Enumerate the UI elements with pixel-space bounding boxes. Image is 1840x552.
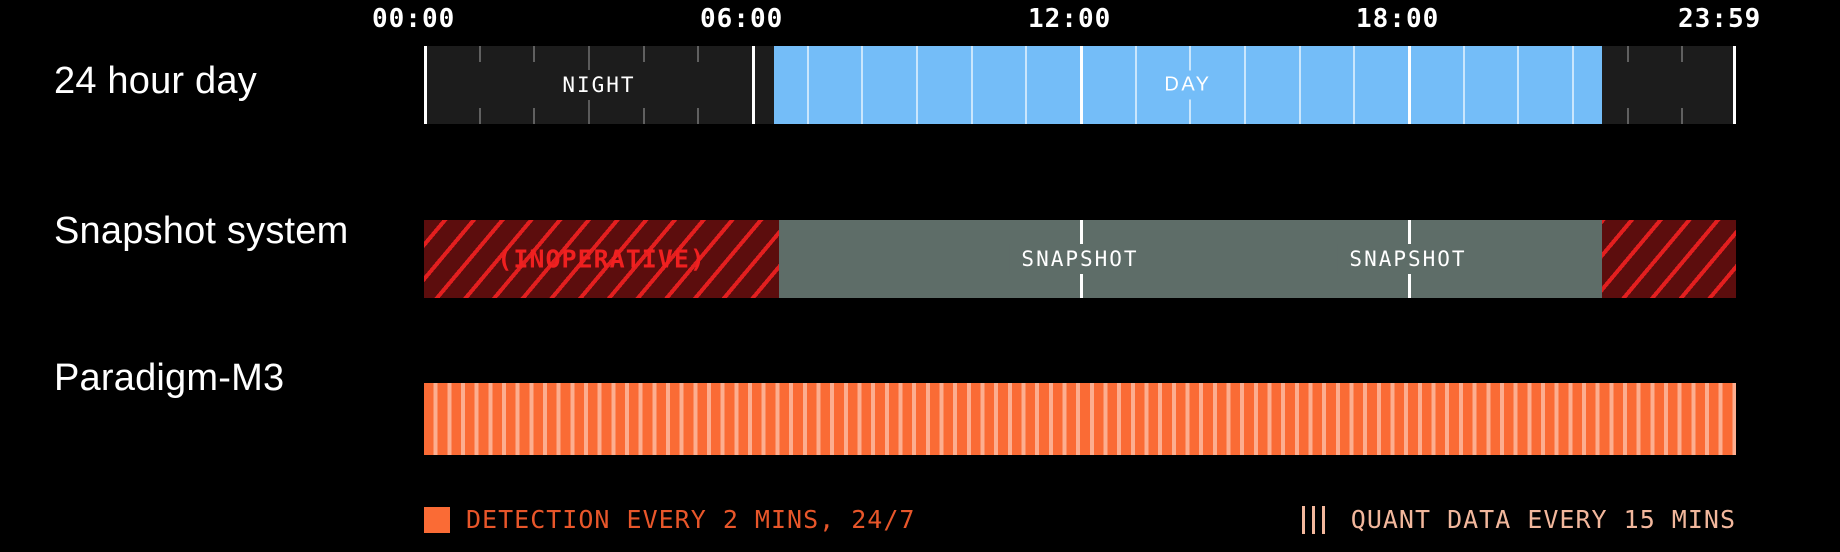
axis-tick-1200: 12:00 (1028, 4, 1112, 34)
snapshot-event-tick (1080, 272, 1083, 298)
axis-tick-2359: 23:59 (1678, 4, 1762, 34)
orange-square-swatch-icon (424, 506, 450, 533)
hour-mark (1025, 46, 1028, 124)
hour-major-mark (424, 46, 427, 124)
hour-tick-stub (697, 108, 700, 124)
legend-item-detection: DETECTION EVERY 2 MINS, 24/7 (424, 505, 915, 534)
hour-tick-stub (533, 46, 536, 62)
hour-mark (970, 46, 973, 124)
snapshot-event-tick (1408, 272, 1411, 298)
axis-tick-0000: 00:00 (372, 4, 456, 34)
segment-inoperative-early (424, 220, 780, 298)
hour-mark (1244, 46, 1246, 124)
hour-tick-stub (1681, 108, 1684, 124)
hour-mark (1134, 46, 1137, 124)
segment-continuous-coverage (424, 383, 1736, 455)
hour-mark (588, 46, 590, 124)
hour-tick-stub (642, 108, 645, 124)
row-label-24-hour-day: 24 hour day (54, 60, 257, 102)
hour-tick-stub (1681, 46, 1684, 62)
row-label-snapshot-system: Snapshot system (54, 210, 349, 252)
hour-mark (806, 46, 809, 124)
hour-major-mark (1733, 46, 1736, 124)
hour-major-mark (1080, 46, 1083, 124)
hour-tick-stub (1626, 46, 1629, 62)
hour-mark (1298, 46, 1301, 124)
triple-bar-glyph-icon (1301, 505, 1325, 534)
hour-mark (916, 46, 918, 124)
hour-tick-stub (478, 108, 481, 124)
hour-tick-stub (642, 46, 645, 62)
bar-snapshot-system: (INOPERATIVE) SNAPSHOT SNAPSHOT (424, 220, 1736, 298)
snapshot-event-tick (1080, 220, 1083, 246)
hour-mark (861, 46, 864, 124)
segment-snapshot-window (779, 220, 1603, 298)
segment-night-late (1602, 46, 1736, 124)
snapshot-event-tick (1408, 220, 1411, 246)
bar-paradigm-m3 (424, 383, 1736, 455)
legend-label-detection: DETECTION EVERY 2 MINS, 24/7 (466, 505, 916, 534)
hour-tick-stub (533, 108, 536, 124)
hour-mark (1353, 46, 1356, 124)
legend-item-quant-data: QUANT DATA EVERY 15 MINS (1301, 505, 1736, 534)
hour-mark (1572, 46, 1574, 124)
hour-tick-stub (697, 46, 700, 62)
row-label-paradigm-m3: Paradigm-M3 (54, 357, 285, 399)
hour-mark (1462, 46, 1465, 124)
hour-mark (1189, 46, 1192, 124)
hour-major-mark (1408, 46, 1411, 124)
hour-tick-stub (1626, 108, 1629, 124)
legend: DETECTION EVERY 2 MINS, 24/7 QUANT DATA … (424, 505, 1736, 545)
hour-mark (1517, 46, 1520, 124)
legend-label-quant-data: QUANT DATA EVERY 15 MINS (1350, 505, 1736, 534)
segment-inoperative-late (1602, 220, 1736, 298)
segment-night (424, 46, 774, 124)
axis-tick-0600: 06:00 (700, 4, 784, 34)
hour-tick-stub (478, 46, 481, 62)
time-axis: 00:00 06:00 12:00 18:00 23:59 (0, 0, 1840, 40)
bar-24-hour-day: NIGHT DAY (424, 46, 1736, 124)
hour-major-mark (752, 46, 755, 124)
segment-day (773, 46, 1603, 124)
axis-tick-1800: 18:00 (1356, 4, 1440, 34)
